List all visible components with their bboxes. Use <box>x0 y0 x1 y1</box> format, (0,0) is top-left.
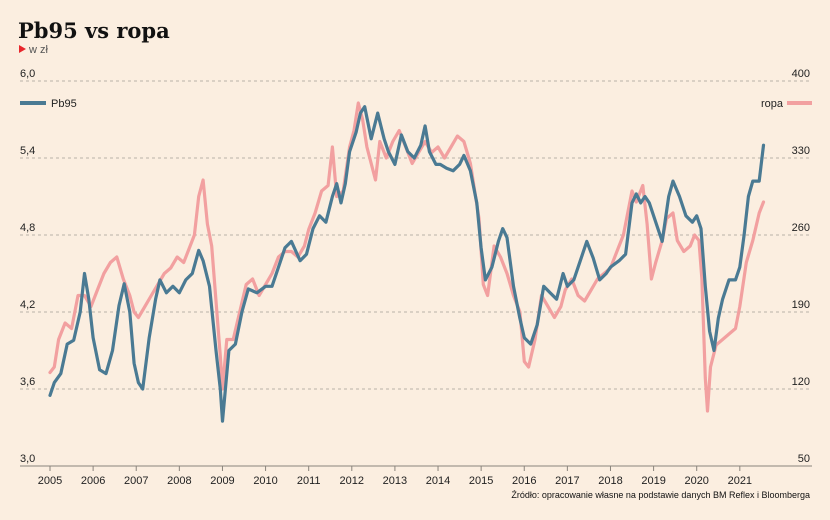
x-tick-label: 2006 <box>81 475 105 487</box>
y-left-tick-label: 4,2 <box>20 299 35 311</box>
series-line-pb95 <box>48 105 766 423</box>
y-right-tick-label: 330 <box>792 145 810 157</box>
y-left-tick-label: 4,8 <box>20 222 35 234</box>
series-lines <box>48 101 766 423</box>
y-left-tick-label: 6,0 <box>20 68 35 80</box>
x-tick-label: 2019 <box>641 475 665 487</box>
y-left-tick-label: 5,4 <box>20 145 35 157</box>
y-right-tick-label: 260 <box>792 222 810 234</box>
x-tick-label: 2007 <box>124 475 148 487</box>
x-tick-label: 2012 <box>340 475 364 487</box>
unit-marker-icon <box>19 45 26 53</box>
x-tick-label: 2018 <box>598 475 622 487</box>
x-tick-label: 2011 <box>297 475 321 487</box>
x-tick-label: 2010 <box>253 475 277 487</box>
y-left-tick-label: 3,6 <box>20 376 35 388</box>
x-tick-label: 2020 <box>684 475 708 487</box>
x-tick-label: 2008 <box>167 475 191 487</box>
x-tick-label: 2016 <box>512 475 536 487</box>
y-right-tick-label: 400 <box>792 68 810 80</box>
x-tick-label: 2014 <box>426 475 450 487</box>
chart-title: Pb95 vs ropa <box>18 18 170 43</box>
chart-unit: w zł <box>28 44 49 56</box>
series-line-ropa <box>48 101 766 413</box>
y-axis-left: 6,0 5,4 4,8 4,2 3,6 3,0 <box>20 68 35 465</box>
y-right-tick-label: 190 <box>792 299 810 311</box>
legend-ropa: ropa <box>761 98 812 110</box>
y-axis-right: 400 330 260 190 120 50 <box>792 68 810 465</box>
legend-ropa-label: ropa <box>761 98 784 110</box>
x-tick-label: 2021 <box>728 475 752 487</box>
x-axis: 2005 2006 2007 2008 2009 2010 2011 2012 2013 2014… <box>38 466 752 487</box>
x-tick-label: 2015 <box>469 475 493 487</box>
y-right-tick-label: 50 <box>798 453 810 465</box>
x-tick-label: 2005 <box>38 475 62 487</box>
legend-pb95-label: Pb95 <box>51 98 77 110</box>
legend-pb95: Pb95 <box>20 98 77 110</box>
x-tick-label: 2017 <box>555 475 579 487</box>
y-left-tick-label: 3,0 <box>20 453 35 465</box>
y-right-tick-label: 120 <box>792 376 810 388</box>
source-note: Źródło: opracowanie własne na podstawie … <box>511 490 810 500</box>
x-tick-label: 2009 <box>210 475 234 487</box>
x-tick-label: 2013 <box>383 475 407 487</box>
